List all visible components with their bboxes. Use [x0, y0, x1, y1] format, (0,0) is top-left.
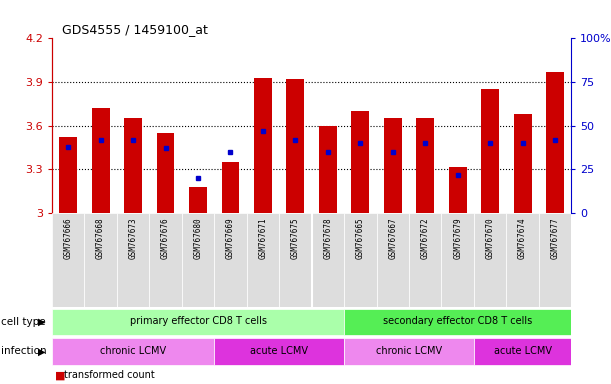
- Text: acute LCMV: acute LCMV: [250, 346, 308, 356]
- Text: GSM767676: GSM767676: [161, 218, 170, 260]
- Text: ▶: ▶: [38, 346, 45, 356]
- Bar: [546, 72, 564, 213]
- Bar: [247, 213, 279, 307]
- Text: GSM767674: GSM767674: [518, 218, 527, 260]
- Text: cell type: cell type: [1, 316, 45, 327]
- Text: primary effector CD8 T cells: primary effector CD8 T cells: [130, 316, 266, 326]
- Bar: [409, 213, 442, 307]
- Bar: [52, 213, 84, 307]
- Bar: [182, 213, 214, 307]
- Bar: [117, 213, 149, 307]
- Bar: [52, 309, 344, 334]
- Text: GSM767668: GSM767668: [96, 218, 105, 260]
- Text: GDS4555 / 1459100_at: GDS4555 / 1459100_at: [62, 23, 208, 36]
- Bar: [481, 89, 499, 213]
- Bar: [514, 114, 532, 213]
- Bar: [351, 111, 369, 213]
- Bar: [344, 338, 474, 365]
- Text: GSM767666: GSM767666: [64, 218, 73, 260]
- Text: GSM767667: GSM767667: [388, 218, 397, 260]
- Text: acute LCMV: acute LCMV: [494, 346, 552, 356]
- Text: GSM767671: GSM767671: [258, 218, 268, 260]
- Bar: [507, 213, 539, 307]
- Bar: [149, 213, 182, 307]
- Bar: [84, 213, 117, 307]
- Bar: [92, 108, 109, 213]
- Bar: [214, 338, 344, 365]
- Bar: [442, 213, 474, 307]
- Bar: [384, 119, 401, 213]
- Bar: [448, 167, 467, 213]
- Text: GSM767670: GSM767670: [486, 218, 495, 260]
- Text: chronic LCMV: chronic LCMV: [100, 346, 166, 356]
- Bar: [59, 137, 77, 213]
- Bar: [124, 119, 142, 213]
- Text: infection: infection: [1, 346, 46, 356]
- Bar: [52, 338, 214, 365]
- Text: GSM767675: GSM767675: [291, 218, 300, 260]
- Text: ▶: ▶: [38, 316, 45, 327]
- Bar: [416, 119, 434, 213]
- Bar: [474, 213, 507, 307]
- Bar: [287, 79, 304, 213]
- Bar: [222, 162, 240, 213]
- Text: GSM767672: GSM767672: [421, 218, 430, 260]
- Bar: [344, 213, 376, 307]
- Text: ■: ■: [55, 370, 65, 380]
- Text: chronic LCMV: chronic LCMV: [376, 346, 442, 356]
- Bar: [279, 213, 312, 307]
- Bar: [376, 213, 409, 307]
- Text: GSM767669: GSM767669: [226, 218, 235, 260]
- Text: GSM767678: GSM767678: [323, 218, 332, 260]
- Text: GSM767680: GSM767680: [194, 218, 202, 260]
- Text: GSM767665: GSM767665: [356, 218, 365, 260]
- Text: secondary effector CD8 T cells: secondary effector CD8 T cells: [383, 316, 532, 326]
- Text: GSM767677: GSM767677: [551, 218, 560, 260]
- Bar: [189, 187, 207, 213]
- Bar: [156, 133, 175, 213]
- Bar: [214, 213, 247, 307]
- Bar: [319, 126, 337, 213]
- Bar: [539, 213, 571, 307]
- Bar: [344, 309, 571, 334]
- Bar: [254, 78, 272, 213]
- Text: GSM767673: GSM767673: [128, 218, 137, 260]
- Text: GSM767679: GSM767679: [453, 218, 462, 260]
- Bar: [312, 213, 344, 307]
- Text: transformed count: transformed count: [64, 370, 155, 380]
- Bar: [474, 338, 571, 365]
